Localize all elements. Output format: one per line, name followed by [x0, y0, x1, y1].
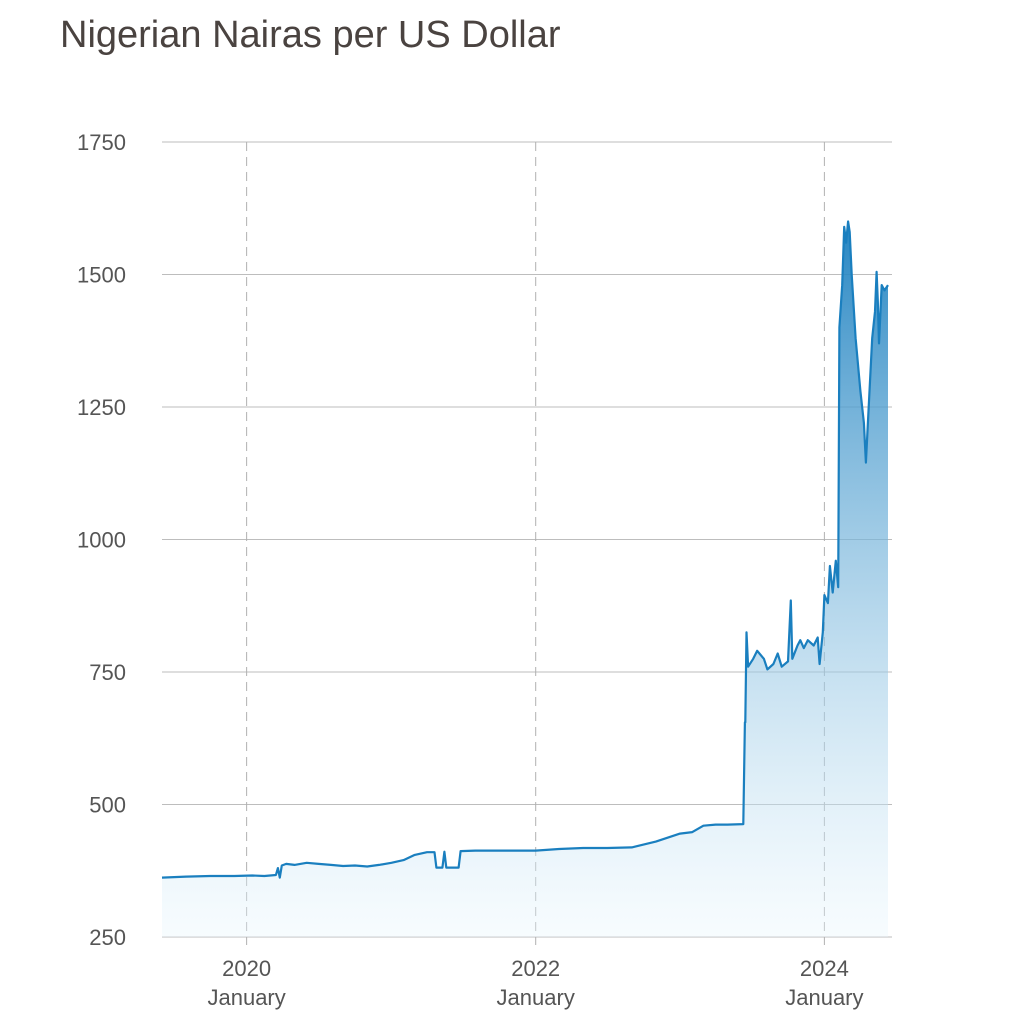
axis-labels: 250 500 750 1000 1250 1500 1750 2020 January 2022…: [77, 130, 863, 1010]
y-tick-label: 500: [89, 793, 126, 818]
y-tick-label: 1750: [77, 130, 126, 155]
y-tick-label: 1500: [77, 263, 126, 288]
series-line: [161, 220, 889, 879]
y-tick-label: 1000: [77, 528, 126, 553]
y-tick-label: 750: [89, 660, 126, 685]
x-tick-month: January: [207, 985, 285, 1010]
series-area: [162, 221, 888, 937]
y-tick-label: 1250: [77, 395, 126, 420]
chart-title: Nigerian Nairas per US Dollar: [60, 14, 561, 56]
x-tick-year: 2022: [511, 956, 560, 981]
area-layer: [161, 220, 889, 937]
x-tick-year: 2020: [222, 956, 271, 981]
x-tick-month: January: [785, 985, 863, 1010]
x-tick-month: January: [497, 985, 575, 1010]
y-tick-label: 250: [89, 925, 126, 950]
x-tick-year: 2024: [800, 956, 849, 981]
